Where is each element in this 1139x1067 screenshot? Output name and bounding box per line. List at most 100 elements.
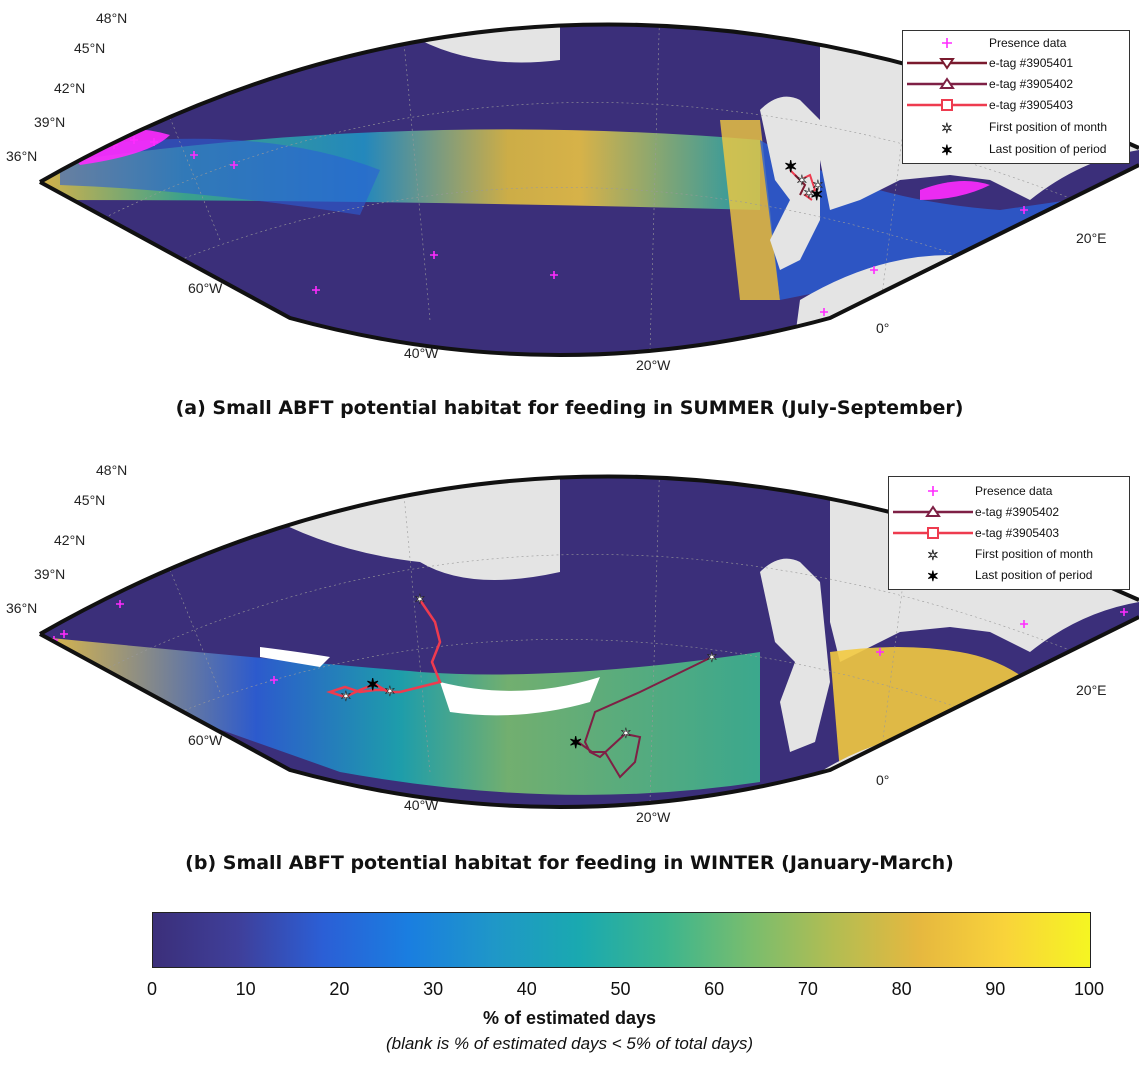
lon-label: 20°W (636, 357, 671, 373)
triangle-up-icon (893, 505, 973, 517)
legend-label: Last position of period (975, 568, 1093, 582)
lon-label: 40°W (404, 345, 439, 361)
map-panel-winter: ✶ ✶ ✶ ✶ ✶ ✶ ✶ 48°N 45°N 42°N 39°N 36°N 6… (0, 452, 1139, 837)
svg-text:✶: ✶ (941, 120, 953, 136)
legend-label: e-tag #3905403 (989, 98, 1074, 112)
legend-row: e-tag #3905403 (903, 95, 1129, 115)
plus-icon (928, 486, 938, 496)
legend-row: ✶ First position of month (889, 544, 1129, 564)
svg-text:✶: ✶ (620, 726, 632, 742)
legend-row: Presence data (889, 481, 1129, 501)
colorbar-tick-label: 90 (985, 979, 1006, 999)
land-iberia (760, 96, 820, 271)
lat-label: 48°N (96, 462, 128, 478)
star-filled-icon: ✶ (941, 142, 954, 159)
svg-text:✶: ✶ (784, 157, 797, 176)
legend-label: e-tag #3905402 (989, 77, 1074, 91)
etag-tracks-summer (789, 169, 817, 201)
square-icon (907, 99, 987, 111)
map-frame-bottom (39, 163, 1139, 357)
map-panel-summer: ✶ ✶ ✶ ✶ ✶ 48°N 45°N 42°N 39°N 36°N 60°W … (0, 0, 1139, 375)
star-filled-icon: ✶ (927, 568, 940, 585)
legend-row: ✶ First position of month (903, 117, 1129, 137)
triangle-down-icon (907, 58, 987, 70)
colorbar-tick-label: 30 (423, 979, 444, 999)
legend-row: ✶ Last position of period (889, 565, 1129, 585)
lon-label: 20°E (1076, 230, 1107, 246)
lon-label: 60°W (188, 280, 223, 296)
svg-text:✶: ✶ (812, 178, 824, 194)
legend-row: e-tag #3905402 (903, 74, 1129, 94)
colorbar-tick-label: 100 (1073, 979, 1105, 999)
legend-label: Presence data (989, 36, 1067, 50)
legend-label: First position of month (975, 547, 1094, 561)
triangle-up-icon (907, 77, 987, 89)
caption-winter: (b) Small ABFT potential habitat for fee… (185, 852, 954, 874)
svg-text:✶: ✶ (340, 689, 352, 705)
colorbar-tick-label: 0 (146, 979, 158, 999)
presence-cluster-med (920, 181, 990, 200)
land-iberia (760, 558, 830, 752)
lon-label: 0° (876, 772, 890, 788)
lon-label: 40°W (404, 797, 439, 813)
legend-label: e-tag #3905401 (989, 56, 1074, 70)
blank-area (440, 677, 600, 716)
etag-3905402-track (577, 656, 713, 779)
colorbar-tick-label: 20 (329, 979, 350, 999)
lon-label: 0° (876, 320, 890, 336)
caption-summer: (a) Small ABFT potential habitat for fee… (175, 397, 964, 419)
svg-text:✶: ✶ (927, 547, 939, 563)
lat-label: 48°N (96, 10, 128, 26)
lon-label: 20°W (636, 809, 671, 825)
lat-label: 36°N (6, 600, 38, 616)
lat-label: 42°N (54, 532, 86, 548)
svg-text:✶: ✶ (803, 186, 815, 202)
legend-label: e-tag #3905402 (975, 505, 1060, 519)
plus-icon (942, 38, 952, 48)
legend-label: First position of month (989, 120, 1108, 134)
lat-label: 45°N (74, 40, 106, 56)
legend-row: ✶ Last position of period (903, 139, 1129, 159)
legend-row: e-tag #3905403 (889, 523, 1129, 543)
colorbar-note: (blank is % of estimated days < 5% of to… (385, 1034, 754, 1053)
legend-label: Presence data (975, 484, 1053, 498)
legend-label: e-tag #3905403 (975, 526, 1060, 540)
svg-text:✶: ✶ (927, 568, 939, 584)
svg-text:✶: ✶ (366, 675, 379, 694)
map-frame-bottom (39, 615, 1139, 809)
colorbar-title: % of estimated days (482, 1008, 657, 1028)
legend-winter: Presence data e-tag #3905402 e-tag #3905… (888, 476, 1130, 590)
svg-text:✶: ✶ (810, 185, 823, 204)
svg-text:✶: ✶ (796, 173, 808, 189)
star-open-icon: ✶ (941, 120, 954, 137)
colorbar-tick-label: 80 (891, 979, 912, 999)
legend-row: e-tag #3905402 (889, 502, 1129, 522)
svg-text:✶: ✶ (384, 684, 396, 700)
colorbar-tick-label: 40 (516, 979, 537, 999)
colorbar-tick-label: 10 (235, 979, 256, 999)
lat-label: 45°N (74, 492, 106, 508)
square-icon (893, 527, 973, 539)
svg-text:✶: ✶ (941, 142, 953, 158)
lon-label: 20°E (1076, 682, 1107, 698)
colorbar (152, 912, 1091, 968)
colorbar-tick-label: 60 (704, 979, 725, 999)
lat-label: 39°N (34, 566, 66, 582)
svg-text:✶: ✶ (414, 592, 426, 608)
lat-label: 39°N (34, 114, 66, 130)
colorbar-tick-label: 50 (610, 979, 631, 999)
lat-label: 42°N (54, 80, 86, 96)
svg-text:✶: ✶ (569, 733, 582, 752)
colorbar-tick-label: 70 (797, 979, 818, 999)
star-markers-winter: ✶ ✶ ✶ ✶ ✶ ✶ ✶ (340, 592, 718, 753)
legend-label: Last position of period (989, 142, 1107, 156)
legend-summer: Presence data e-tag #3905401 e-tag #3905… (902, 30, 1130, 164)
legend-row: Presence data (903, 33, 1129, 53)
legend-row: e-tag #3905401 (903, 53, 1129, 73)
star-markers-summer: ✶ ✶ ✶ ✶ ✶ (784, 157, 825, 205)
star-open-icon: ✶ (927, 547, 940, 564)
lat-label: 36°N (6, 148, 38, 164)
lon-label: 60°W (188, 732, 223, 748)
etag-3905403-track (326, 599, 442, 699)
svg-text:✶: ✶ (706, 650, 718, 666)
